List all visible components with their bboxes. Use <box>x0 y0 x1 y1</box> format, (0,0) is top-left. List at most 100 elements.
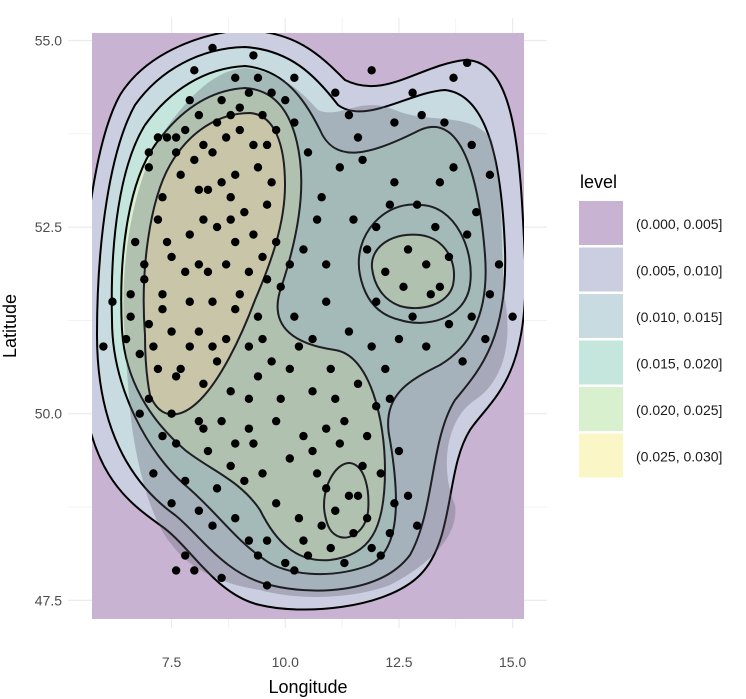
data-point <box>108 297 117 306</box>
data-point <box>294 342 304 351</box>
density-peak-south <box>323 461 370 539</box>
data-point <box>344 110 354 120</box>
data-point <box>308 446 317 456</box>
legend-label: (0.020, 0.025] <box>636 402 722 418</box>
data-point <box>299 245 308 254</box>
data-point <box>199 215 208 224</box>
data-point <box>258 334 267 344</box>
data-point <box>271 499 281 508</box>
data-point <box>149 469 158 478</box>
data-point <box>249 140 258 150</box>
data-point <box>131 237 140 247</box>
data-point <box>212 357 222 366</box>
data-point <box>331 506 340 515</box>
data-point <box>285 364 295 374</box>
y-tick-label: 50.0 <box>35 406 62 422</box>
data-point <box>244 394 254 403</box>
data-point <box>353 379 363 389</box>
data-point <box>326 364 335 374</box>
data-point <box>208 342 217 351</box>
legend-swatch <box>579 201 623 245</box>
data-point <box>440 118 449 127</box>
data-point <box>290 118 299 127</box>
data-point <box>262 536 272 545</box>
data-point <box>267 178 276 187</box>
data-point <box>394 446 404 456</box>
data-point <box>344 491 354 501</box>
data-point <box>208 521 217 530</box>
data-point <box>231 73 240 82</box>
data-point <box>267 88 276 97</box>
data-point <box>317 193 326 202</box>
data-point <box>290 312 299 321</box>
data-point <box>135 349 144 359</box>
data-point <box>394 334 404 344</box>
data-point <box>408 312 417 321</box>
data-point <box>212 118 222 127</box>
data-point <box>431 222 440 232</box>
data-point <box>290 73 299 82</box>
data-point <box>308 387 317 396</box>
legend-label: (0.025, 0.030] <box>636 449 722 465</box>
y-tick-label: 55.0 <box>35 32 62 48</box>
data-point <box>194 506 204 515</box>
data-points <box>99 43 517 590</box>
data-point <box>217 573 226 583</box>
data-point <box>226 387 235 396</box>
data-point <box>140 275 149 284</box>
data-point <box>253 312 263 321</box>
data-point <box>185 297 194 306</box>
data-point <box>253 551 263 560</box>
data-point <box>276 394 285 403</box>
data-point <box>335 163 345 172</box>
data-point <box>444 252 454 262</box>
data-point <box>208 43 217 53</box>
density-peak-east-core <box>370 233 456 310</box>
data-point <box>244 424 254 433</box>
y-axis-title: Latitude <box>0 294 20 358</box>
data-point <box>262 200 272 209</box>
data-point <box>290 566 299 575</box>
data-point <box>135 409 144 418</box>
data-point <box>390 499 399 508</box>
data-point <box>190 66 199 75</box>
data-point <box>362 245 372 254</box>
data-point <box>262 140 272 150</box>
geo-underlay <box>123 68 508 597</box>
data-point <box>217 178 226 187</box>
data-point <box>385 200 395 209</box>
data-point <box>467 312 476 321</box>
data-point <box>217 95 226 105</box>
data-point <box>335 439 345 448</box>
data-point <box>240 476 249 486</box>
data-point <box>321 424 331 433</box>
data-point <box>249 51 258 60</box>
data-point <box>231 170 240 180</box>
data-point <box>158 193 167 202</box>
data-point <box>399 282 408 292</box>
data-point <box>181 476 190 486</box>
data-point <box>158 431 167 441</box>
data-point <box>240 207 249 217</box>
data-point <box>271 237 281 247</box>
data-point <box>349 215 358 224</box>
x-tick-label: 10.0 <box>272 654 299 670</box>
data-point <box>485 290 495 299</box>
data-point <box>462 230 472 239</box>
data-point <box>167 327 176 336</box>
data-point <box>340 558 349 568</box>
plot-panel <box>68 18 547 628</box>
legend-swatch <box>579 294 623 338</box>
data-point <box>462 58 472 68</box>
data-point <box>153 215 163 224</box>
data-point <box>449 73 458 82</box>
data-point <box>381 364 390 374</box>
data-point <box>212 484 222 493</box>
data-point <box>508 312 517 321</box>
data-point <box>485 170 495 180</box>
data-point <box>390 178 399 187</box>
legend-label: (0.010, 0.015] <box>636 309 722 325</box>
data-point <box>121 334 131 344</box>
data-point <box>281 95 290 105</box>
